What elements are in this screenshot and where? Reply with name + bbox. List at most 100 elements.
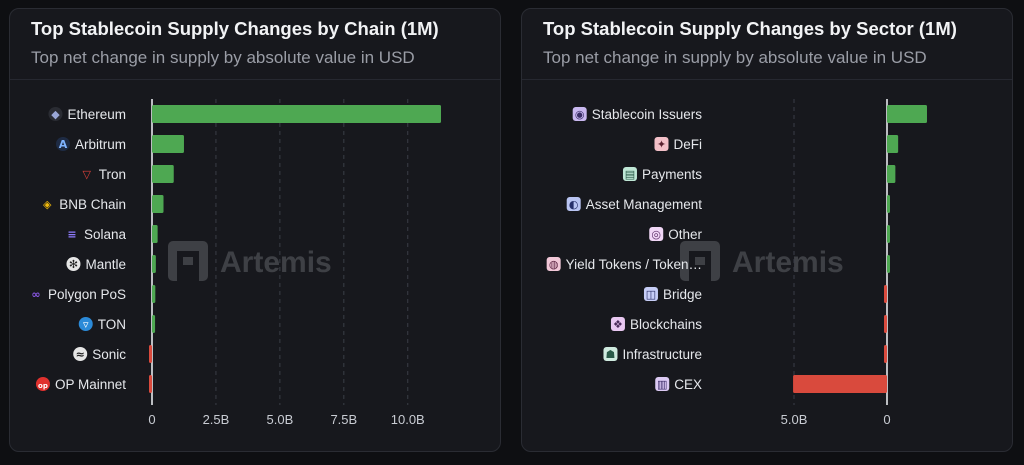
bar (793, 375, 887, 393)
card-divider (522, 79, 1012, 80)
svg-text:◈: ◈ (43, 198, 52, 211)
category-label: Polygon PoS (48, 287, 126, 302)
infrastructure-icon: ☗ (603, 347, 618, 361)
bar (887, 105, 927, 123)
bar (152, 285, 156, 303)
svg-text:▤: ▤ (625, 168, 635, 181)
bar (152, 195, 164, 213)
x-tick-label: 0 (148, 412, 155, 427)
svg-text:▽: ▽ (83, 168, 92, 181)
artemis-watermark: Artemis (680, 241, 844, 281)
bar (149, 345, 152, 363)
category-label: Stablecoin Issuers (592, 107, 703, 122)
category-label: Bridge (663, 287, 702, 302)
svg-text:◉: ◉ (575, 108, 585, 121)
cex-icon: ▥ (655, 377, 670, 391)
sector-chart-card: Top Stablecoin Supply Changes by Sector … (521, 8, 1013, 452)
category-label: DeFi (673, 137, 702, 152)
bar (887, 225, 890, 243)
svg-text:Artemis: Artemis (732, 246, 844, 279)
svg-text:▿: ▿ (83, 318, 89, 331)
svg-text:Artemis: Artemis (220, 246, 332, 279)
category-label: Sonic (92, 347, 126, 362)
payments-icon: ▤ (622, 167, 637, 181)
bar (884, 285, 887, 303)
bar (887, 255, 890, 273)
chain-chart-card: Top Stablecoin Supply Changes by Chain (… (9, 8, 501, 452)
chart-title: Top Stablecoin Supply Changes by Sector … (543, 18, 957, 39)
svg-text:◫: ◫ (646, 288, 656, 301)
x-tick-label: 0 (883, 412, 890, 427)
blockchains-icon: ❖ (610, 317, 625, 331)
solana-icon: ≡ (67, 228, 76, 241)
x-tick-label: 10.0B (391, 412, 425, 427)
svg-text:A: A (59, 138, 68, 151)
svg-text:op: op (38, 382, 48, 390)
chart-subtitle: Top net change in supply by absolute val… (31, 48, 415, 67)
mantle-icon: ✻ (66, 257, 81, 271)
category-label: Arbitrum (75, 137, 126, 152)
bar (887, 165, 896, 183)
bar (152, 225, 158, 243)
polygon-icon: ∞ (31, 288, 40, 301)
category-label: Payments (642, 167, 702, 182)
bar (149, 375, 152, 393)
ethereum-icon: ◆ (48, 107, 63, 121)
category-label: Ethereum (67, 107, 126, 122)
bar (152, 255, 156, 273)
category-label: Infrastructure (622, 347, 702, 362)
category-label: Blockchains (630, 317, 702, 332)
x-tick-label: 2.5B (203, 412, 230, 427)
bar (152, 165, 174, 183)
category-label: Asset Management (586, 197, 703, 212)
sector-bar-chart: Artemis 5.0B 0 Stablecoin Issuers ◉ DeFi ✦ Paym… (546, 99, 927, 427)
ton-icon: ▿ (78, 317, 93, 331)
svg-text:≡: ≡ (67, 228, 76, 241)
bridge-icon: ◫ (643, 287, 658, 301)
svg-text:◍: ◍ (549, 258, 559, 271)
chain-bar-chart: Artemis 0 2.5B 5.0B 7.5B 10.0B Ethereum ◆ Arbitr… (31, 99, 441, 427)
card-divider (10, 79, 500, 80)
category-label: Mantle (85, 257, 126, 272)
category-label: Yield Tokens / Token… (566, 257, 702, 272)
bar (884, 315, 887, 333)
chart-title: Top Stablecoin Supply Changes by Chain (… (31, 18, 439, 39)
bar (884, 345, 887, 363)
category-label: Other (668, 227, 702, 242)
category-label: Tron (99, 167, 126, 182)
tron-icon: ▽ (83, 168, 92, 181)
bar (152, 105, 441, 123)
artemis-watermark: Artemis (168, 241, 332, 281)
svg-text:◆: ◆ (51, 108, 60, 121)
bnb-chain-icon: ◈ (43, 198, 52, 211)
svg-text:✦: ✦ (657, 138, 666, 151)
bar (152, 315, 156, 333)
x-tick-label: 5.0B (267, 412, 294, 427)
other-icon: ◎ (649, 227, 664, 241)
x-tick-label: 5.0B (781, 412, 808, 427)
op-mainnet-icon: op (35, 377, 50, 391)
svg-text:☗: ☗ (606, 348, 616, 361)
bar (887, 135, 899, 153)
svg-text:◐: ◐ (569, 198, 579, 211)
svg-text:◎: ◎ (651, 228, 661, 241)
category-label: OP Mainnet (55, 377, 126, 392)
stablecoin-issuers-icon: ◉ (572, 107, 587, 121)
svg-text:❖: ❖ (613, 318, 623, 331)
asset-management-icon: ◐ (566, 197, 581, 211)
defi-icon: ✦ (654, 137, 669, 151)
chart-subtitle: Top net change in supply by absolute val… (543, 48, 927, 67)
category-label: CEX (674, 377, 702, 392)
category-label: TON (98, 317, 126, 332)
category-label: BNB Chain (59, 197, 126, 212)
sonic-icon: ≈ (73, 347, 88, 361)
arbitrum-icon: A (55, 137, 70, 151)
category-label: Solana (84, 227, 127, 242)
svg-text:▥: ▥ (657, 378, 667, 391)
yield-tokens-icon: ◍ (546, 257, 561, 271)
x-tick-label: 7.5B (330, 412, 357, 427)
svg-text:∞: ∞ (31, 288, 40, 301)
svg-text:✻: ✻ (69, 258, 78, 271)
svg-text:≈: ≈ (76, 348, 85, 361)
bar (887, 195, 890, 213)
